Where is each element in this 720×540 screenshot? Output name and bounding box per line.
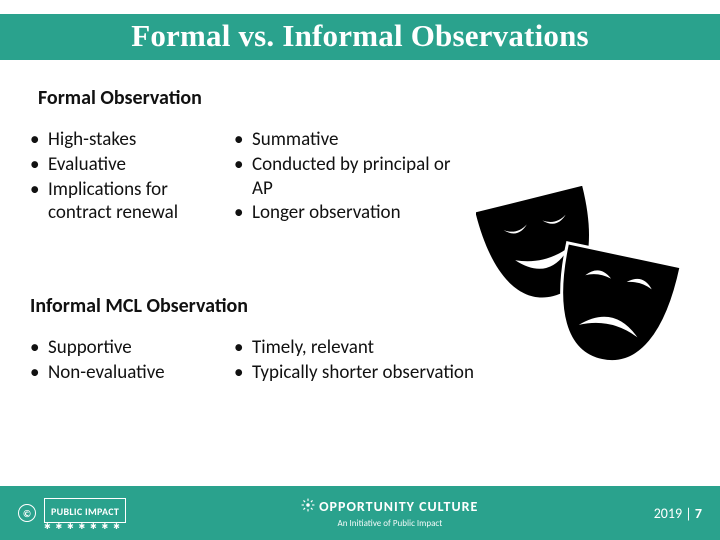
- footer-bar: © PUBLIC IMPACT ✱ ✱ ✱ ✱ ✱ ✱ ✱ OPPORTUNIT…: [0, 486, 720, 540]
- list-item: Longer observation: [234, 201, 474, 225]
- slide-title: Formal vs. Informal Observations: [0, 18, 720, 54]
- list-item: Supportive: [30, 336, 230, 360]
- footer-left: © PUBLIC IMPACT ✱ ✱ ✱ ✱ ✱ ✱ ✱: [18, 498, 126, 529]
- list-item: Timely, relevant: [234, 336, 474, 360]
- footer-page-number: 7: [695, 505, 702, 522]
- list-item: Conducted by principal or AP: [234, 153, 474, 201]
- publisher-name: PUBLIC IMPACT: [51, 505, 119, 518]
- formal-bullets-col1: High-stakes Evaluative Implications for …: [30, 128, 230, 226]
- gear-icon: [301, 498, 315, 517]
- list-item: Summative: [234, 128, 474, 152]
- theater-masks-icon: [476, 186, 696, 386]
- list-item: Implications for contract renewal: [30, 178, 230, 226]
- informal-bullets-col2: Timely, relevant Typically shorter obser…: [234, 336, 474, 386]
- title-bar: Formal vs. Informal Observations: [0, 14, 720, 60]
- list-item: Evaluative: [30, 153, 230, 177]
- footer-right: 2019 | 7: [654, 505, 702, 522]
- list-item: Non-evaluative: [30, 361, 230, 385]
- publisher-logo: PUBLIC IMPACT ✱ ✱ ✱ ✱ ✱ ✱ ✱: [44, 498, 126, 529]
- brand-title: OPPORTUNITY CULTURE: [319, 498, 478, 515]
- formal-heading: Formal Observation: [38, 86, 202, 110]
- footer-center: OPPORTUNITY CULTURE An Initiative of Pub…: [301, 497, 478, 529]
- informal-bullets-col1: Supportive Non-evaluative: [30, 336, 230, 386]
- list-item: Typically shorter observation: [234, 361, 474, 385]
- list-item: High-stakes: [30, 128, 230, 152]
- footer-year: 2019: [654, 505, 682, 522]
- brand-subtitle: An Initiative of Public Impact: [301, 518, 478, 529]
- slide: Formal vs. Informal Observations Formal …: [0, 0, 720, 540]
- publisher-dots: ✱ ✱ ✱ ✱ ✱ ✱ ✱: [44, 525, 126, 529]
- informal-heading: Informal MCL Observation: [30, 294, 248, 318]
- formal-bullets-col2: Summative Conducted by principal or AP L…: [234, 128, 474, 226]
- footer-separator: |: [685, 505, 691, 522]
- copyright-badge: ©: [18, 504, 36, 522]
